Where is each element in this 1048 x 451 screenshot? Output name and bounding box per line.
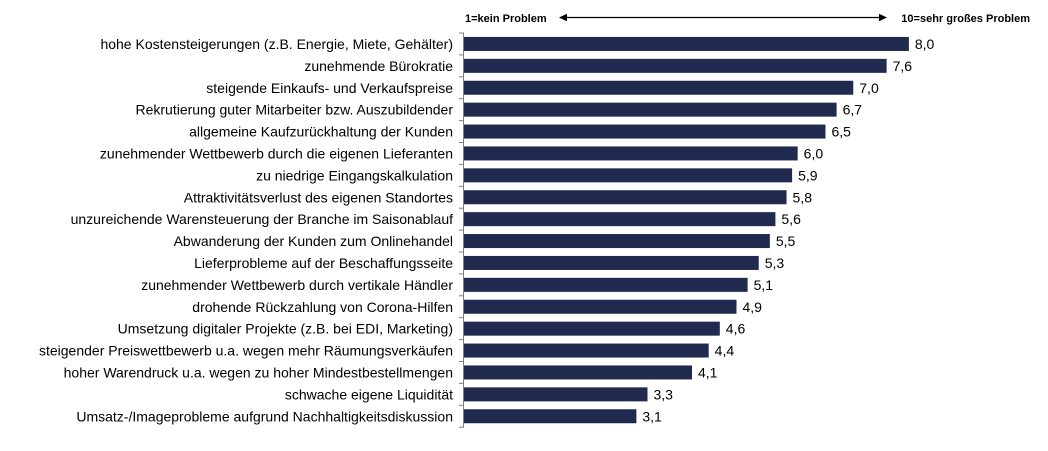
category-label: steigender Preiswettbewerb u.a. wegen me… [39,343,453,359]
category-label: hohe Kostensteigerungen (z.B. Energie, M… [100,36,453,52]
category-label: zunehmende Bürokratie [304,58,453,74]
bar [464,124,826,139]
category-label: zu niedrige Eingangskalkulation [256,167,453,183]
category-label: allgemeine Kaufzurückhaltung der Kunden [189,124,453,140]
bar [464,255,759,270]
category-label: schwache eigene Liquidität [285,386,453,402]
category-label: Rekrutierung guter Mitarbeiter bzw. Ausz… [135,102,453,118]
scale-arrow-left-head [559,13,567,22]
scale-header: 1=kein Problem 10=sehr großes Problem [465,13,1030,25]
scale-max-label: 10=sehr großes Problem [901,13,1030,25]
category-label: drohende Rückzahlung von Corona-Hilfen [192,299,453,315]
value-label: 6,5 [831,124,851,140]
value-label: 4,6 [726,321,746,337]
bar [464,58,887,73]
bar [464,146,798,161]
category-label: Abwanderung der Kunden zum Onlinehandel [174,233,453,249]
bar [464,80,854,95]
category-label: zunehmender Wettbewerb durch die eigenen… [100,145,453,161]
value-label: 5,9 [798,167,818,183]
value-label: 3,1 [642,408,662,424]
bar [464,387,648,402]
bar [464,36,909,51]
bar [464,212,776,227]
bars-layer: hohe Kostensteigerungen (z.B. Energie, M… [39,36,935,424]
value-label: 5,8 [793,189,813,205]
bar [464,343,709,358]
value-label: 5,6 [781,211,801,227]
value-label: 5,3 [765,255,785,271]
bar [464,190,787,205]
value-label: 7,6 [893,58,913,74]
category-label: steigende Einkaufs- und Verkaufspreise [206,80,453,96]
value-label: 5,1 [754,277,774,293]
value-label: 3,3 [654,386,674,402]
value-label: 4,9 [742,299,762,315]
bar [464,299,737,314]
value-label: 6,7 [843,102,863,118]
bar [464,234,770,249]
value-label: 6,0 [804,145,824,161]
category-label: hoher Warendruck u.a. wegen zu hoher Min… [64,364,453,380]
value-label: 5,5 [776,233,796,249]
category-label: Umsatz-/Imageprobleme aufgrund Nachhalti… [76,408,453,424]
value-label: 8,0 [915,36,935,52]
category-label: zunehmender Wettbewerb durch vertikale H… [141,277,453,293]
bar [464,321,720,336]
category-label: Umsetzung digitaler Projekte (z.B. bei E… [118,321,453,337]
category-label: unzureichende Warensteuerung der Branche… [71,211,453,227]
value-label: 4,4 [715,343,735,359]
scale-min-label: 1=kein Problem [465,13,547,25]
bar [464,409,637,424]
bar [464,365,692,380]
axis-ticks [459,32,464,428]
bar [464,102,837,117]
scale-arrow-right-head [879,13,887,22]
category-label: Lieferprobleme auf der Beschaffungsseite [194,255,453,271]
value-label: 4,1 [698,364,718,380]
value-label: 7,0 [859,80,879,96]
category-label: Attraktivitätsverlust des eigenen Stando… [184,189,453,205]
bar [464,277,748,292]
bar [464,168,793,183]
